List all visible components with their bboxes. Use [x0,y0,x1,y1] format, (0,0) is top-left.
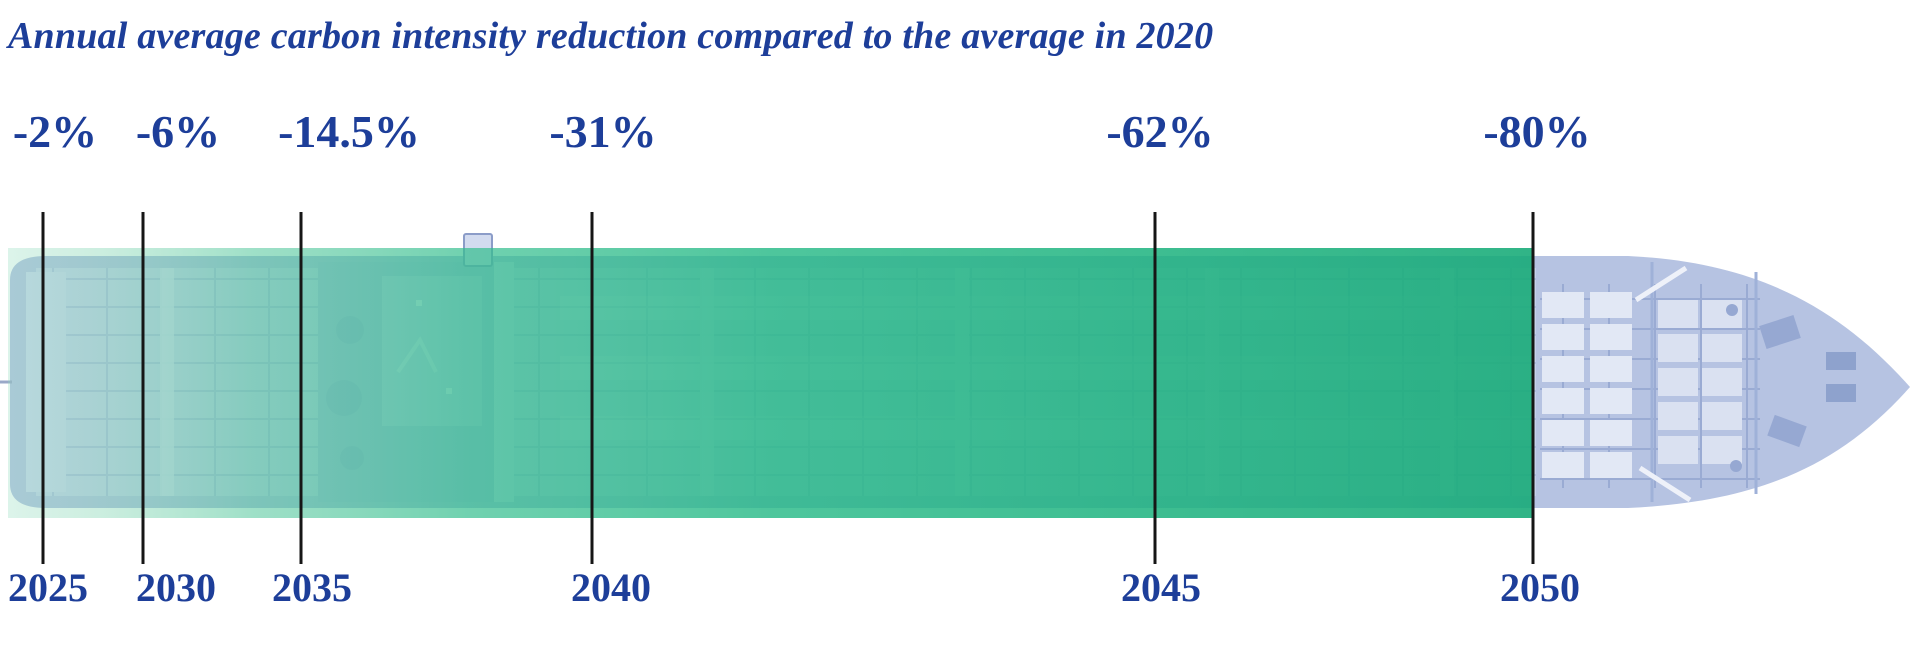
year-label-2030: 2030 [136,565,216,610]
value-label-2040: -31% [549,106,657,157]
tick-line-2050 [1531,212,1535,564]
value-label-2050: -80% [1483,106,1591,157]
value-label-2035: -14.5% [278,106,420,157]
tick-line-2025 [41,212,45,564]
tick-line-2045 [1153,212,1157,564]
year-label-2025: 2025 [8,565,88,610]
bow-section [1540,262,1856,503]
bow-containers-forward [1658,300,1742,464]
tick-line-2030 [141,212,145,564]
value-label-2030: -6% [135,106,221,157]
year-label-2045: 2045 [1121,565,1201,610]
value-label-2045: -62% [1106,106,1214,157]
tick-line-2035 [299,212,303,564]
carbon-intensity-band [8,248,1533,518]
bow-containers [1542,292,1632,478]
tick-line-2040 [590,212,594,564]
bow-deck-machinery [1726,304,1856,472]
year-label-2050: 2050 [1500,565,1580,610]
year-label-2035: 2035 [272,565,352,610]
value-label-2025: -2% [12,106,98,157]
year-label-2040: 2040 [571,565,651,610]
chart-title: Annual average carbon intensity reductio… [8,15,1214,57]
